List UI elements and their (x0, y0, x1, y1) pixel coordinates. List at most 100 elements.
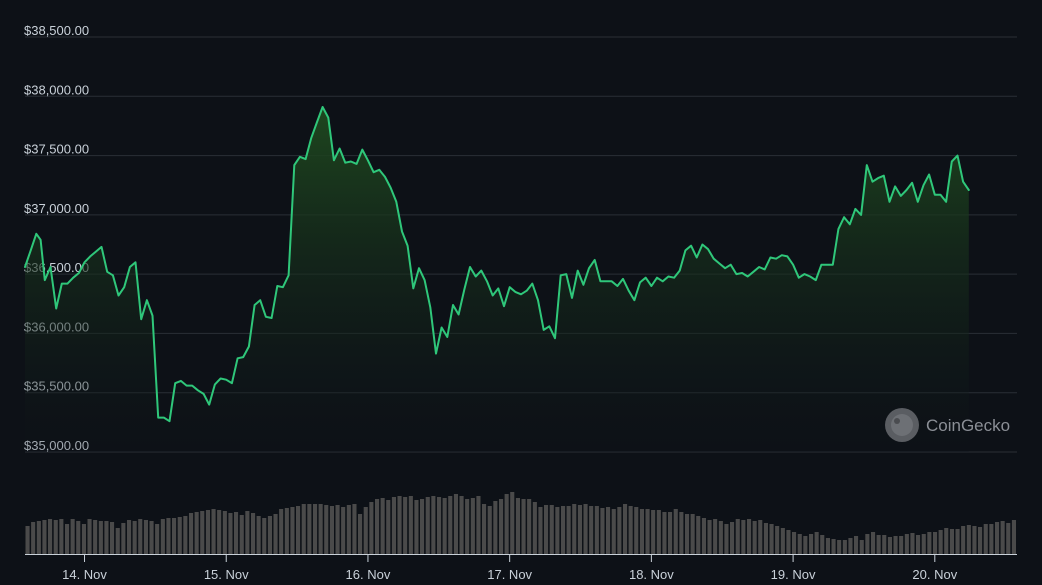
volume-bar (718, 521, 723, 554)
volume-bar (391, 497, 396, 554)
volume-bar (611, 509, 616, 554)
volume-bar (741, 520, 746, 554)
volume-bar (1000, 521, 1005, 554)
volume-bar (510, 492, 515, 554)
volume-bar (583, 504, 588, 554)
volume-bar (735, 519, 740, 554)
volume-bar (59, 519, 64, 554)
volume-bar (927, 532, 932, 554)
volume-bar (685, 514, 690, 554)
volume-bar (651, 510, 656, 554)
x-axis: 14. Nov 15. Nov 16. Nov 17. Nov 18. Nov 19. N… (25, 554, 1017, 582)
x-tick-label: 16. Nov (346, 567, 391, 582)
volume-bar (995, 522, 1000, 554)
volume-bar (380, 498, 385, 554)
volume-bar (645, 509, 650, 554)
volume-bar (251, 513, 256, 554)
volume-bar (527, 499, 532, 554)
volume-bar (814, 532, 819, 554)
volume-bar (780, 528, 785, 554)
volume-bar (70, 519, 75, 554)
volume-bar (617, 507, 622, 554)
price-line (24, 106, 970, 423)
volume-bar (217, 510, 222, 554)
volume-bar (177, 517, 182, 554)
volume-bar (566, 506, 571, 554)
volume-bar (876, 535, 881, 554)
volume-bar (65, 524, 70, 554)
volume-bar (228, 513, 233, 554)
volume-bar (504, 494, 509, 554)
volume-bar (31, 522, 36, 554)
watermark-text: CoinGecko (926, 416, 1010, 435)
volume-bar (707, 520, 712, 554)
volume-bar (143, 520, 148, 554)
volume-bar (81, 524, 86, 554)
volume-bar (842, 540, 847, 554)
volume-bar (910, 533, 915, 554)
volume-bar (115, 528, 120, 554)
volume-bar (363, 507, 368, 554)
volume-bar (978, 527, 983, 554)
x-tick-label: 15. Nov (204, 567, 249, 582)
volume-bar (555, 507, 560, 554)
volume-bar (493, 501, 498, 554)
price-line-group (24, 106, 970, 423)
volume-bar (324, 505, 329, 554)
volume-bar (825, 538, 830, 554)
volume-bar (831, 539, 836, 554)
volume-bar (538, 507, 543, 554)
volume-bar (375, 499, 380, 554)
volume-bar (200, 511, 205, 554)
volume-bar (549, 505, 554, 554)
volume-bar (904, 534, 909, 554)
volume-bar (521, 499, 526, 554)
volume-bar (172, 518, 177, 554)
volume-bar (414, 500, 419, 554)
volume-bar (758, 520, 763, 554)
volume-bar (110, 522, 115, 554)
volume-bar (87, 519, 92, 554)
volume-bar (296, 506, 301, 554)
volume-bar (792, 532, 797, 554)
volume-bar (127, 520, 132, 554)
volume-bar (408, 496, 413, 554)
volume-bar (724, 524, 729, 554)
volume-bar (403, 497, 408, 554)
volume-bar (397, 496, 402, 554)
volume-bar (448, 496, 453, 554)
volume-bar (944, 528, 949, 554)
volume-bar (871, 532, 876, 554)
volume-bar (279, 509, 284, 554)
volume-bar (155, 524, 160, 554)
volume-bar (769, 524, 774, 554)
volume-bar (623, 504, 628, 554)
volume-bar (453, 494, 458, 554)
volume-bar (222, 511, 227, 554)
volume-bar (36, 521, 41, 554)
volume-bar (284, 508, 289, 554)
volume-bar (972, 526, 977, 554)
volume-bar (679, 512, 684, 554)
volume-bar (544, 505, 549, 554)
volume-bar (487, 506, 492, 554)
volume-bar (267, 516, 272, 554)
volume-bar (882, 535, 887, 554)
volume-bar (329, 506, 334, 554)
volume-bar (887, 537, 892, 554)
volume-bar (1011, 520, 1016, 554)
volume-bar (656, 510, 661, 554)
volume-bar (916, 535, 921, 554)
volume-bar (983, 524, 988, 554)
volume-bar (899, 536, 904, 554)
volume-bar (747, 519, 752, 554)
volume-bar (859, 540, 864, 554)
x-tick-label: 17. Nov (487, 567, 532, 582)
volume-bar (239, 515, 244, 554)
volume-bar (194, 512, 199, 554)
volume-bar (138, 519, 143, 554)
volume-bar (594, 506, 599, 554)
volume-bar (476, 496, 481, 554)
volume-bar (245, 511, 250, 554)
volume-bar (893, 536, 898, 554)
